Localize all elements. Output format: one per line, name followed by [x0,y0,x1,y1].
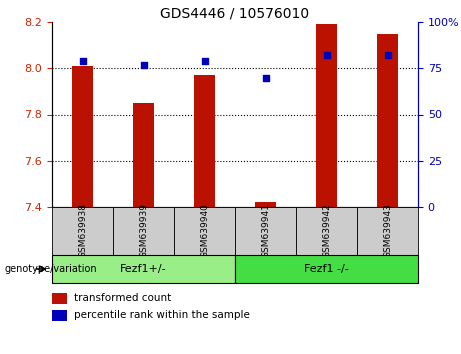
Bar [255,202,276,207]
Bar [357,207,418,255]
Bar [52,293,67,304]
Text: Fezf1 -/-: Fezf1 -/- [304,264,349,274]
Point [384,52,391,58]
Point [201,58,208,64]
Text: Fezf1+/-: Fezf1+/- [120,264,167,274]
Bar [52,310,67,321]
Bar [174,207,235,255]
Bar [133,103,154,207]
Bar [52,207,113,255]
Text: genotype/variation: genotype/variation [5,264,97,274]
Bar [377,34,398,207]
Text: GSM639940: GSM639940 [200,204,209,258]
Bar [235,255,418,283]
Bar [235,207,296,255]
Bar [194,75,215,207]
Point [79,58,86,64]
Bar [52,255,235,283]
Text: percentile rank within the sample: percentile rank within the sample [74,310,250,320]
Point [140,62,147,67]
Point [323,52,330,58]
Text: GSM639943: GSM639943 [383,204,392,258]
Bar [113,207,174,255]
Text: GSM639939: GSM639939 [139,204,148,258]
Text: transformed count: transformed count [74,293,171,303]
Bar [316,24,337,207]
Bar [296,207,357,255]
Text: GSM639938: GSM639938 [78,204,87,258]
Point [262,75,269,80]
Text: GSM639941: GSM639941 [261,204,270,258]
Bar [72,66,93,207]
Text: GSM639942: GSM639942 [322,204,331,258]
Title: GDS4446 / 10576010: GDS4446 / 10576010 [160,7,310,21]
